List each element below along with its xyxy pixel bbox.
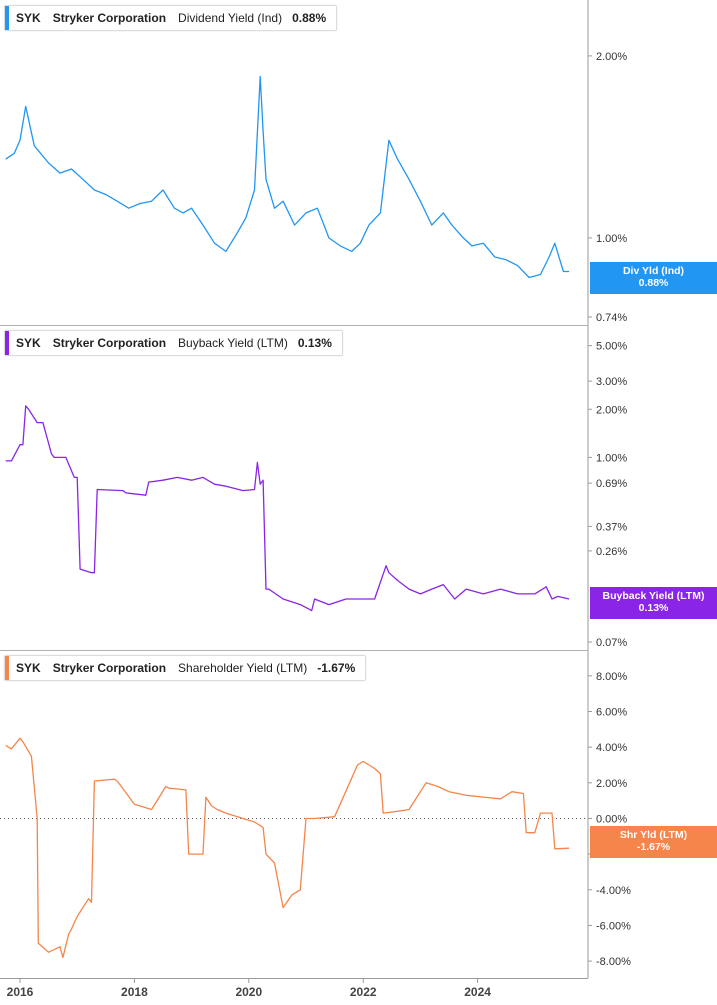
y-tick-label: 3.00% <box>596 376 627 388</box>
legend-buyback-yield: SYK Stryker Corporation Buyback Yield (L… <box>4 330 343 356</box>
series-color-swatch <box>5 6 9 30</box>
legend-value: -1.67% <box>317 661 356 675</box>
legend-ticker: SYK <box>16 336 41 350</box>
legend-ticker: SYK <box>16 661 41 675</box>
y-tick-label: 0.00% <box>596 813 627 825</box>
legend-dividend-yield: SYK Stryker Corporation Dividend Yield (… <box>4 5 338 31</box>
price-tag-value: 0.88% <box>638 277 669 289</box>
x-tick-label: 2016 <box>7 985 34 999</box>
legend-ticker: SYK <box>16 11 41 25</box>
y-tick-label: 1.00% <box>596 452 627 464</box>
price-tag-value: -1.67% <box>636 841 671 853</box>
y-tick-label: 2.00% <box>596 404 627 416</box>
y-tick-label: 1.00% <box>596 233 627 245</box>
price-tag-dividend-yield: Div Yld (Ind) 0.88% <box>590 262 717 294</box>
legend-value: 0.88% <box>292 11 327 25</box>
legend-value: 0.13% <box>297 336 332 350</box>
price-tag-value: 0.13% <box>638 602 669 614</box>
y-tick-label: 0.74% <box>596 312 627 324</box>
series-color-swatch <box>5 656 9 680</box>
y-tick-label: 4.00% <box>596 742 627 754</box>
series-color-swatch <box>5 331 9 355</box>
price-tag-label: Shr Yld (LTM) <box>619 829 688 841</box>
price-tag-label: Buyback Yield (LTM) <box>602 590 705 602</box>
legend-metric: Buyback Yield (LTM) <box>178 336 288 350</box>
y-tick-label: 6.00% <box>596 706 627 718</box>
y-tick-label: -6.00% <box>596 920 631 932</box>
legend-company: Stryker Corporation <box>52 336 167 350</box>
y-tick-label: 2.00% <box>596 778 627 790</box>
x-tick-label: 2018 <box>121 985 148 999</box>
y-tick-label: 2.00% <box>596 51 627 63</box>
price-tag-label: Div Yld (Ind) <box>622 265 685 277</box>
x-tick-label: 2024 <box>464 985 491 999</box>
y-tick-label: 0.69% <box>596 478 627 490</box>
x-tick-label: 2022 <box>350 985 377 999</box>
price-tag-buyback-yield: Buyback Yield (LTM) 0.13% <box>590 587 717 619</box>
price-tag-shareholder-yield: Shr Yld (LTM) -1.67% <box>590 826 717 858</box>
y-tick-label: -4.00% <box>596 885 631 897</box>
series-line <box>5 405 570 612</box>
legend-metric: Shareholder Yield (LTM) <box>178 661 308 675</box>
y-tick-label: 0.07% <box>596 637 627 649</box>
legend-company: Stryker Corporation <box>52 11 167 25</box>
legend-metric: Dividend Yield (Ind) <box>178 11 283 25</box>
x-tick-label: 2020 <box>235 985 262 999</box>
series-line <box>5 75 570 279</box>
y-tick-label: 0.37% <box>596 521 627 533</box>
legend-company: Stryker Corporation <box>52 661 167 675</box>
y-tick-label: 8.00% <box>596 671 627 683</box>
series-line <box>5 737 570 959</box>
y-tick-label: -8.00% <box>596 956 631 968</box>
legend-shareholder-yield: SYK Stryker Corporation Shareholder Yiel… <box>4 655 367 681</box>
y-tick-label: 0.26% <box>596 546 627 558</box>
y-tick-label: 5.00% <box>596 341 627 353</box>
